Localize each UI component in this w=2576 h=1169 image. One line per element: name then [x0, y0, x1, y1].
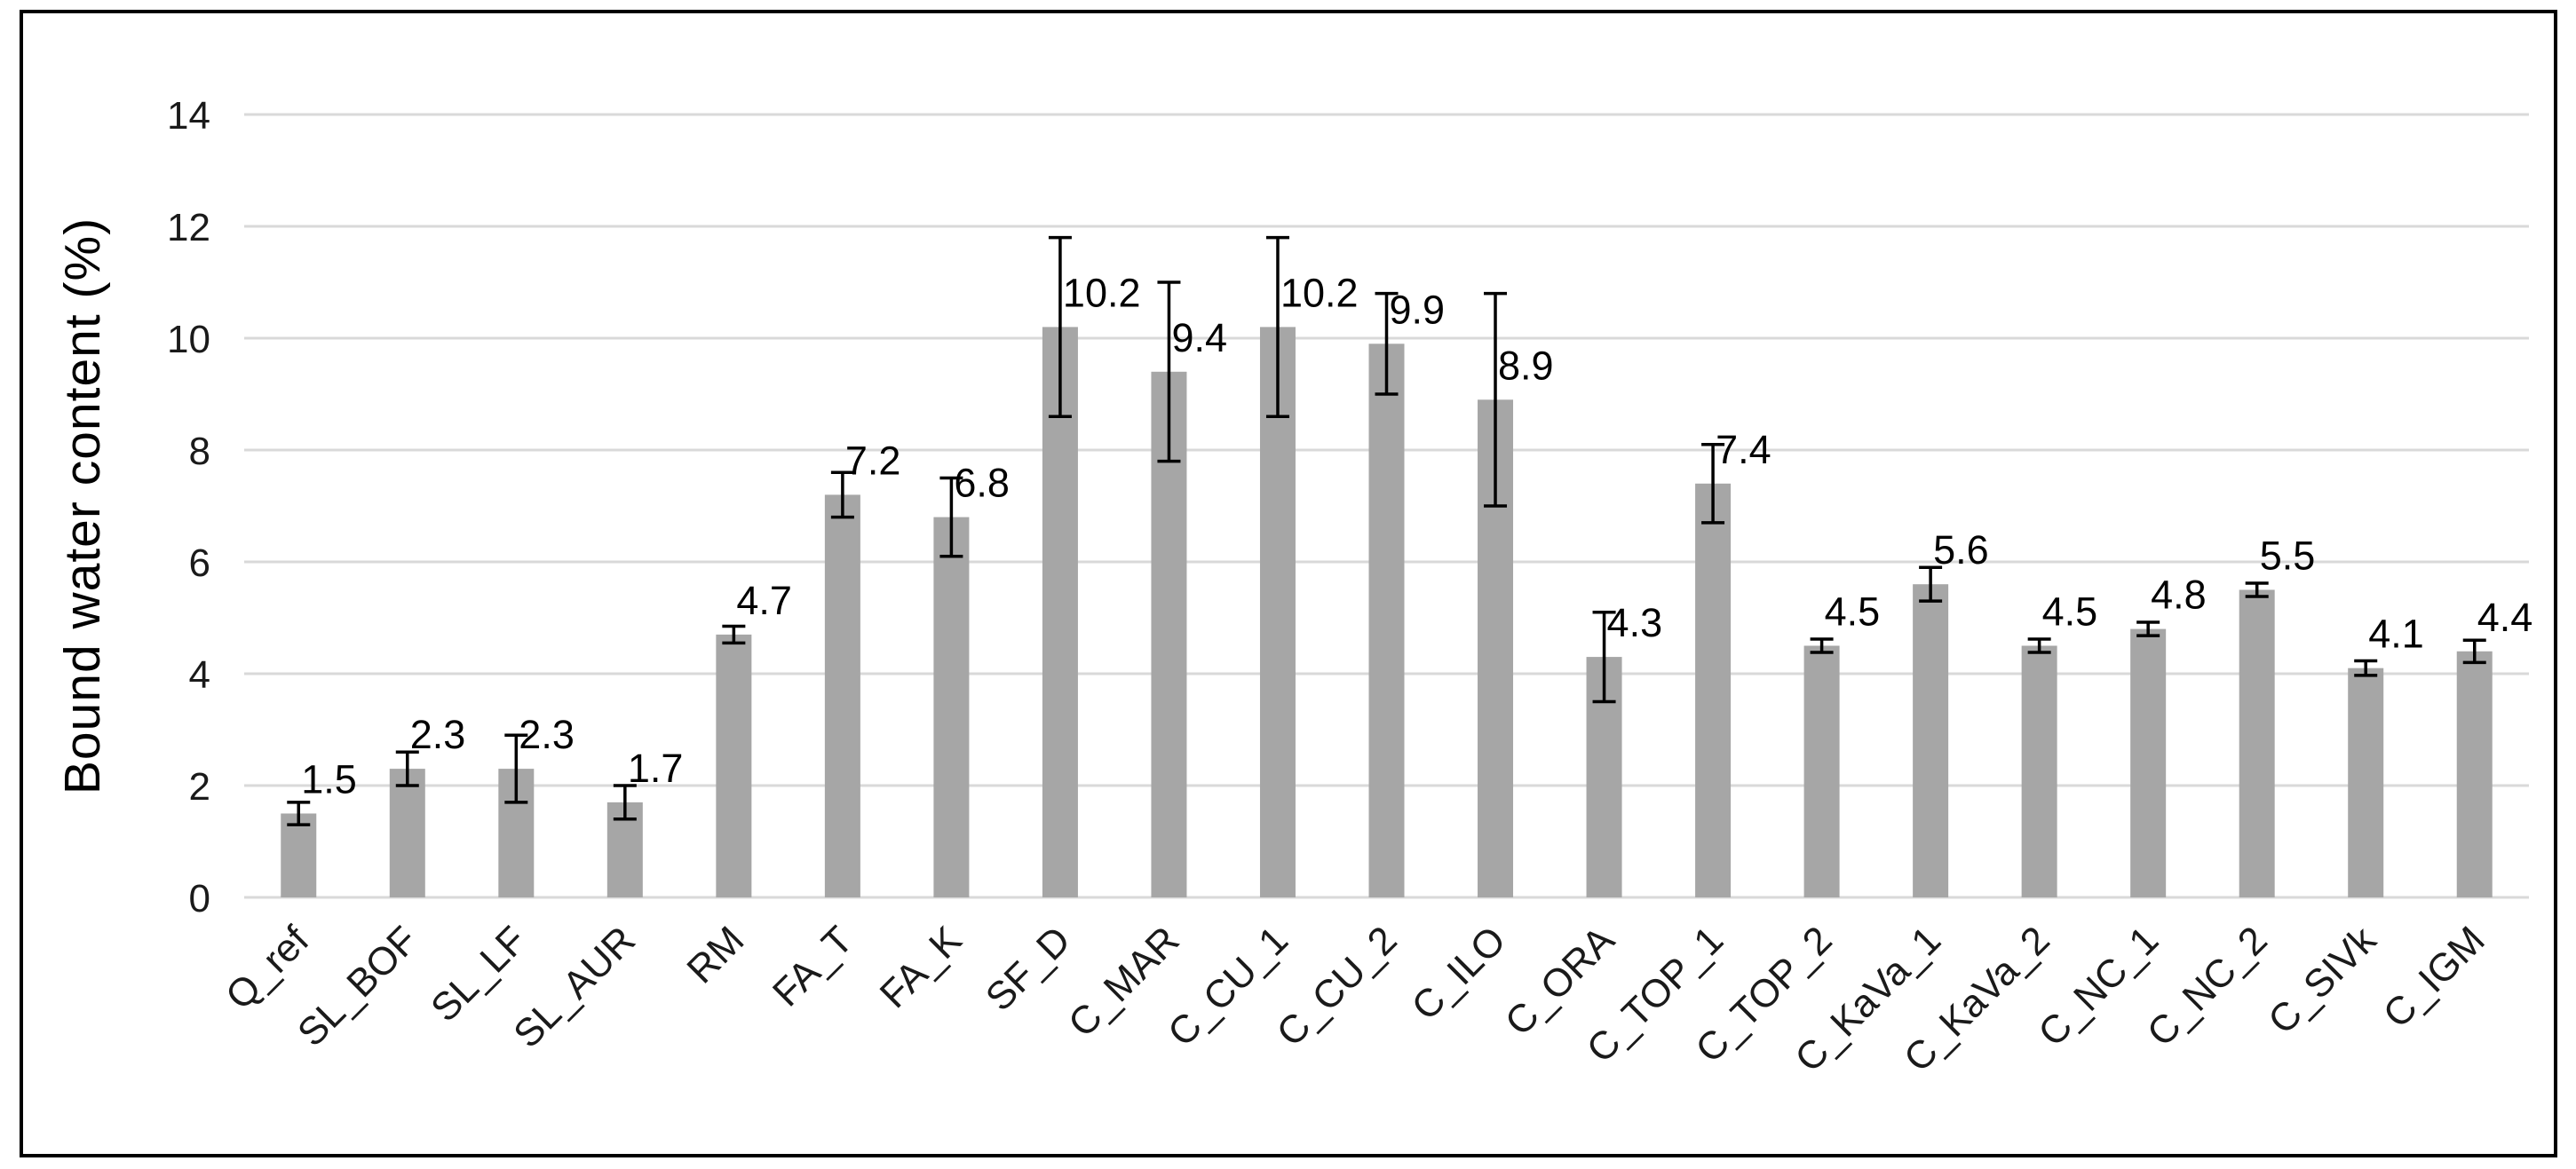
- error-bar-RM: [722, 624, 746, 645]
- y-tick-label-8: 8: [189, 430, 210, 473]
- value-labels: 1.5 2.3 2.3 1.7 4.7 7.2 6.8 10.2 9.4 10.2 9.9 8.9 4.…: [301, 270, 2532, 802]
- value-label-SL_BOF: 2.3: [410, 712, 466, 757]
- y-axis-tick-labels: 0 2 4 6 8 10 12 14: [167, 94, 210, 920]
- error-bar-C_CU_1: [1265, 235, 1289, 418]
- bar-SL_BOF: [389, 769, 425, 897]
- value-label-SF_D: 10.2: [1063, 270, 1141, 315]
- bars: [281, 327, 2493, 897]
- error-bar-C_ILO: [1484, 291, 1508, 508]
- x-category-label-C_SIVk: C_SIVk: [2260, 918, 2385, 1043]
- y-tick-label-14: 14: [167, 94, 210, 138]
- x-category-label-FA_K: FA_K: [872, 918, 971, 1016]
- value-label-SL_AUR: 1.7: [628, 746, 684, 791]
- bar-C_KaVa_2: [2021, 645, 2057, 897]
- value-label-C_NC_1: 4.8: [2151, 573, 2207, 618]
- error-bar-C_IGM: [2462, 638, 2486, 665]
- error-bar-C_NC_2: [2245, 581, 2269, 598]
- y-tick-label-2: 2: [189, 765, 210, 809]
- value-label-C_SIVk: 4.1: [2368, 612, 2424, 657]
- bar-RM: [716, 634, 752, 897]
- bar-Q_ref: [281, 813, 317, 897]
- value-label-C_NC_2: 5.5: [2260, 533, 2316, 579]
- y-tick-label-0: 0: [189, 877, 210, 920]
- error-bar-SL_LF: [504, 733, 528, 804]
- error-bar-SL_AUR: [613, 784, 637, 821]
- y-tick-label-10: 10: [167, 318, 210, 361]
- bar-C_NC_2: [2239, 589, 2275, 897]
- value-label-C_CU_1: 10.2: [1280, 270, 1359, 315]
- error-bar-FA_K: [939, 476, 963, 558]
- bar-C_CU_2: [1368, 344, 1405, 897]
- error-bar-C_CU_2: [1375, 291, 1399, 396]
- bar-C_SIVk: [2348, 667, 2384, 897]
- error-bar-C_NC_1: [2136, 620, 2160, 637]
- x-category-label-FA_T: FA_T: [765, 918, 861, 1015]
- value-label-C_ORA: 4.3: [1607, 600, 1663, 645]
- error-bar-Q_ref: [287, 801, 311, 826]
- error-bar-C_MAR: [1157, 280, 1181, 463]
- error-bar-C_TOP_2: [1810, 637, 1834, 654]
- error-bar-C_TOP_1: [1701, 442, 1725, 525]
- error-bar-SF_D: [1048, 235, 1072, 418]
- value-label-FA_T: 7.2: [845, 438, 901, 483]
- x-category-label-C_CU_1: C_CU_1: [1160, 918, 1296, 1054]
- value-label-Q_ref: 1.5: [301, 757, 357, 802]
- bar-FA_T: [824, 494, 860, 897]
- error-bar-C_KaVa_2: [2027, 637, 2051, 654]
- bar-C_TOP_2: [1803, 645, 1840, 897]
- x-category-label-C_CU_2: C_CU_2: [1269, 918, 1406, 1054]
- bar-C_TOP_1: [1695, 483, 1732, 897]
- x-category-label-SL_AUR: SL_AUR: [505, 918, 644, 1056]
- y-tick-label-12: 12: [167, 206, 210, 249]
- y-axis-title: Bound water content (%): [54, 217, 111, 794]
- bar-FA_K: [933, 517, 970, 897]
- value-label-C_IGM: 4.4: [2477, 595, 2533, 640]
- value-label-C_KaVa_2: 4.5: [2042, 589, 2098, 635]
- value-label-FA_K: 6.8: [954, 461, 1010, 506]
- bar-C_NC_1: [2130, 628, 2167, 897]
- error-bar-C_KaVa_1: [1919, 565, 1943, 603]
- error-bar-FA_T: [830, 470, 854, 519]
- value-label-C_MAR: 9.4: [1171, 315, 1227, 360]
- x-category-label-C_IGM: C_IGM: [2375, 918, 2493, 1036]
- error-bar-SL_BOF: [395, 750, 419, 787]
- bar-C_IGM: [2456, 651, 2493, 897]
- value-label-C_TOP_1: 7.4: [1716, 427, 1771, 472]
- x-category-label-Q_ref: Q_ref: [218, 918, 318, 1018]
- y-tick-label-6: 6: [189, 541, 210, 585]
- x-category-label-RM: RM: [678, 918, 752, 991]
- x-category-label-C_NC_1: C_NC_1: [2030, 918, 2167, 1054]
- error-bars: [287, 235, 2486, 826]
- y-tick-label-4: 4: [189, 653, 210, 697]
- error-bar-C_SIVk: [2354, 659, 2378, 677]
- x-category-label-SF_D: SF_D: [978, 918, 1079, 1019]
- x-category-label-SL_BOF: SL_BOF: [289, 918, 426, 1054]
- bar-SF_D: [1042, 327, 1078, 897]
- value-label-C_CU_2: 9.9: [1390, 287, 1446, 332]
- x-category-label-C_NC_2: C_NC_2: [2139, 918, 2276, 1054]
- error-bar-C_ORA: [1592, 610, 1616, 704]
- bar-C_CU_1: [1259, 327, 1296, 897]
- bar-C_KaVa_1: [1913, 584, 1949, 897]
- value-label-C_KaVa_1: 5.6: [1933, 527, 1989, 573]
- value-label-SL_LF: 2.3: [519, 712, 575, 757]
- figure-border: [20, 10, 2557, 1157]
- value-label-C_ILO: 8.9: [1498, 343, 1554, 388]
- value-label-RM: 4.7: [736, 578, 792, 623]
- value-label-C_TOP_2: 4.5: [1825, 589, 1881, 635]
